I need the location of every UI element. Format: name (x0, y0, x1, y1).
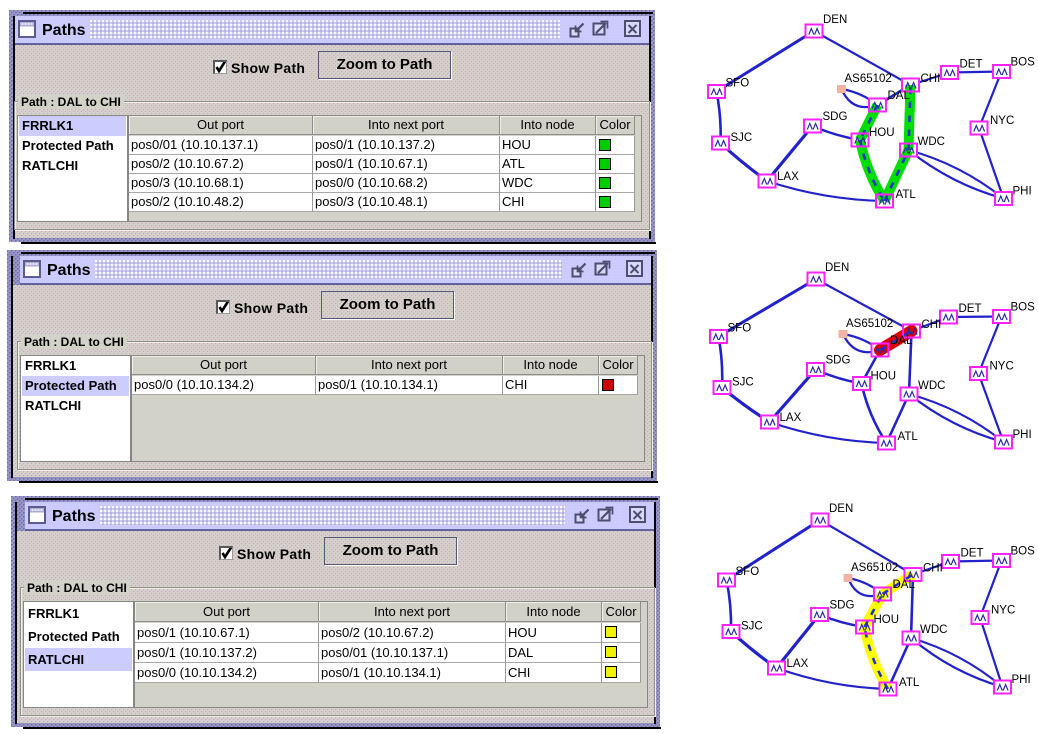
svg-text:SDG: SDG (830, 600, 855, 612)
svg-text:CHI: CHI (922, 319, 942, 331)
svg-text:DEN: DEN (825, 262, 849, 274)
svg-text:NYC: NYC (990, 361, 1014, 373)
svg-text:BOS: BOS (1011, 57, 1036, 69)
svg-text:CHI: CHI (923, 563, 943, 575)
svg-text:SFO: SFO (736, 566, 760, 578)
svg-text:WDC: WDC (918, 380, 945, 392)
svg-text:DET: DET (959, 303, 982, 315)
svg-text:DEN: DEN (823, 14, 847, 26)
svg-text:LAX: LAX (780, 412, 802, 424)
svg-text:DAL: DAL (890, 335, 913, 347)
svg-text:CHI: CHI (921, 73, 941, 85)
svg-text:NYC: NYC (990, 115, 1014, 127)
svg-text:ATL: ATL (899, 677, 920, 689)
svg-text:ATL: ATL (898, 431, 919, 443)
svg-text:HOU: HOU (871, 371, 897, 383)
svg-text:DAL: DAL (893, 579, 916, 591)
svg-text:PHI: PHI (1012, 674, 1031, 686)
svg-text:ATL: ATL (896, 189, 917, 201)
svg-text:HOU: HOU (874, 614, 900, 626)
svg-text:WDC: WDC (918, 136, 945, 148)
svg-text:BOS: BOS (1011, 302, 1036, 314)
svg-text:BOS: BOS (1011, 546, 1036, 558)
svg-text:SFO: SFO (726, 78, 750, 90)
svg-text:PHI: PHI (1013, 429, 1032, 441)
svg-text:DET: DET (961, 548, 984, 560)
svg-text:AS65102: AS65102 (845, 73, 892, 85)
svg-text:HOU: HOU (869, 127, 895, 139)
svg-text:SFO: SFO (728, 323, 752, 335)
svg-text:SDG: SDG (826, 355, 851, 367)
svg-text:DEN: DEN (829, 503, 853, 515)
svg-text:LAX: LAX (787, 658, 809, 670)
svg-text:PHI: PHI (1013, 186, 1032, 198)
svg-text:LAX: LAX (777, 171, 799, 183)
svg-text:DAL: DAL (888, 90, 911, 102)
svg-text:AS65102: AS65102 (846, 318, 893, 330)
svg-text:NYC: NYC (991, 605, 1015, 617)
svg-text:SJC: SJC (732, 377, 754, 389)
svg-text:SDG: SDG (823, 111, 848, 123)
svg-text:SJC: SJC (731, 132, 753, 144)
svg-text:AS65102: AS65102 (851, 562, 898, 574)
svg-text:SJC: SJC (741, 621, 763, 633)
svg-text:WDC: WDC (920, 624, 947, 636)
svg-text:DET: DET (960, 59, 983, 71)
